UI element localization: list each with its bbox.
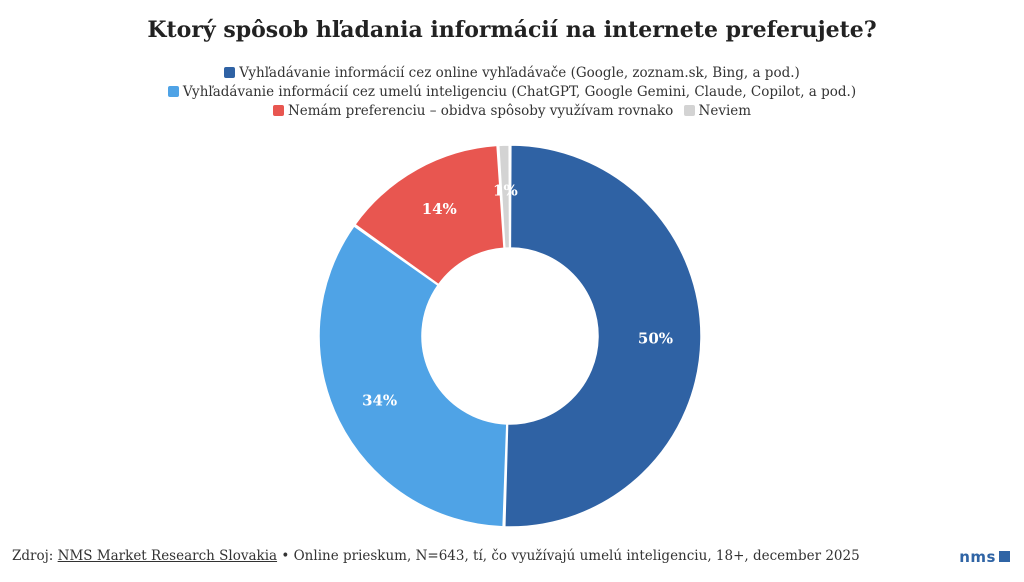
chart-title: Ktorý spôsob hľadania informácií na inte…	[147, 17, 877, 43]
slice-1	[318, 224, 508, 528]
legend-swatch	[167, 86, 179, 97]
legend-item-search-engines: Vyhľadávanie informácií cez online vyhľa…	[224, 64, 800, 83]
legend-label: Vyhľadávanie informácií cez online vyhľa…	[239, 65, 800, 81]
logo-text: nms	[959, 548, 996, 566]
footer-details: • Online prieskum, N=643, tí, čo využíva…	[277, 548, 860, 564]
legend-swatch	[224, 67, 236, 78]
nms-logo: nms	[959, 548, 1010, 566]
legend-label: Neviem	[698, 103, 752, 119]
legend-label: Vyhľadávanie informácií cez umelú inteli…	[182, 84, 857, 100]
source-link[interactable]: NMS Market Research Slovakia	[57, 548, 278, 564]
logo-square-icon	[999, 551, 1010, 562]
legend-label: Nemám preferenciu – obidva spôsoby využí…	[287, 103, 674, 119]
slice-label-3: 1%	[493, 182, 518, 200]
legend-swatch	[272, 105, 284, 116]
slice-label-2: 14%	[422, 200, 457, 218]
legend-row-3: Nemám preferenciu – obidva spôsoby využí…	[0, 102, 1024, 121]
slice-2	[353, 144, 505, 286]
legend-row-1: Vyhľadávanie informácií cez online vyhľa…	[0, 64, 1024, 83]
footer-prefix: Zdroj:	[12, 548, 58, 564]
legend-item-no-preference: Nemám preferenciu – obidva spôsoby využí…	[272, 102, 674, 121]
slice-label-0: 50%	[638, 329, 673, 347]
legend-row-2: Vyhľadávanie informácií cez umelú inteli…	[0, 83, 1024, 102]
slice-3	[497, 144, 511, 249]
source-footer: Zdroj: NMS Market Research Slovakia • On…	[12, 548, 860, 564]
slice-label-1: 34%	[362, 392, 397, 410]
legend-swatch	[683, 105, 695, 116]
slice-0	[504, 144, 702, 528]
chart-legend: Vyhľadávanie informácií cez online vyhľa…	[0, 64, 1024, 121]
legend-item-ai: Vyhľadávanie informácií cez umelú inteli…	[167, 83, 857, 102]
legend-item-dont-know: Neviem	[683, 102, 752, 121]
